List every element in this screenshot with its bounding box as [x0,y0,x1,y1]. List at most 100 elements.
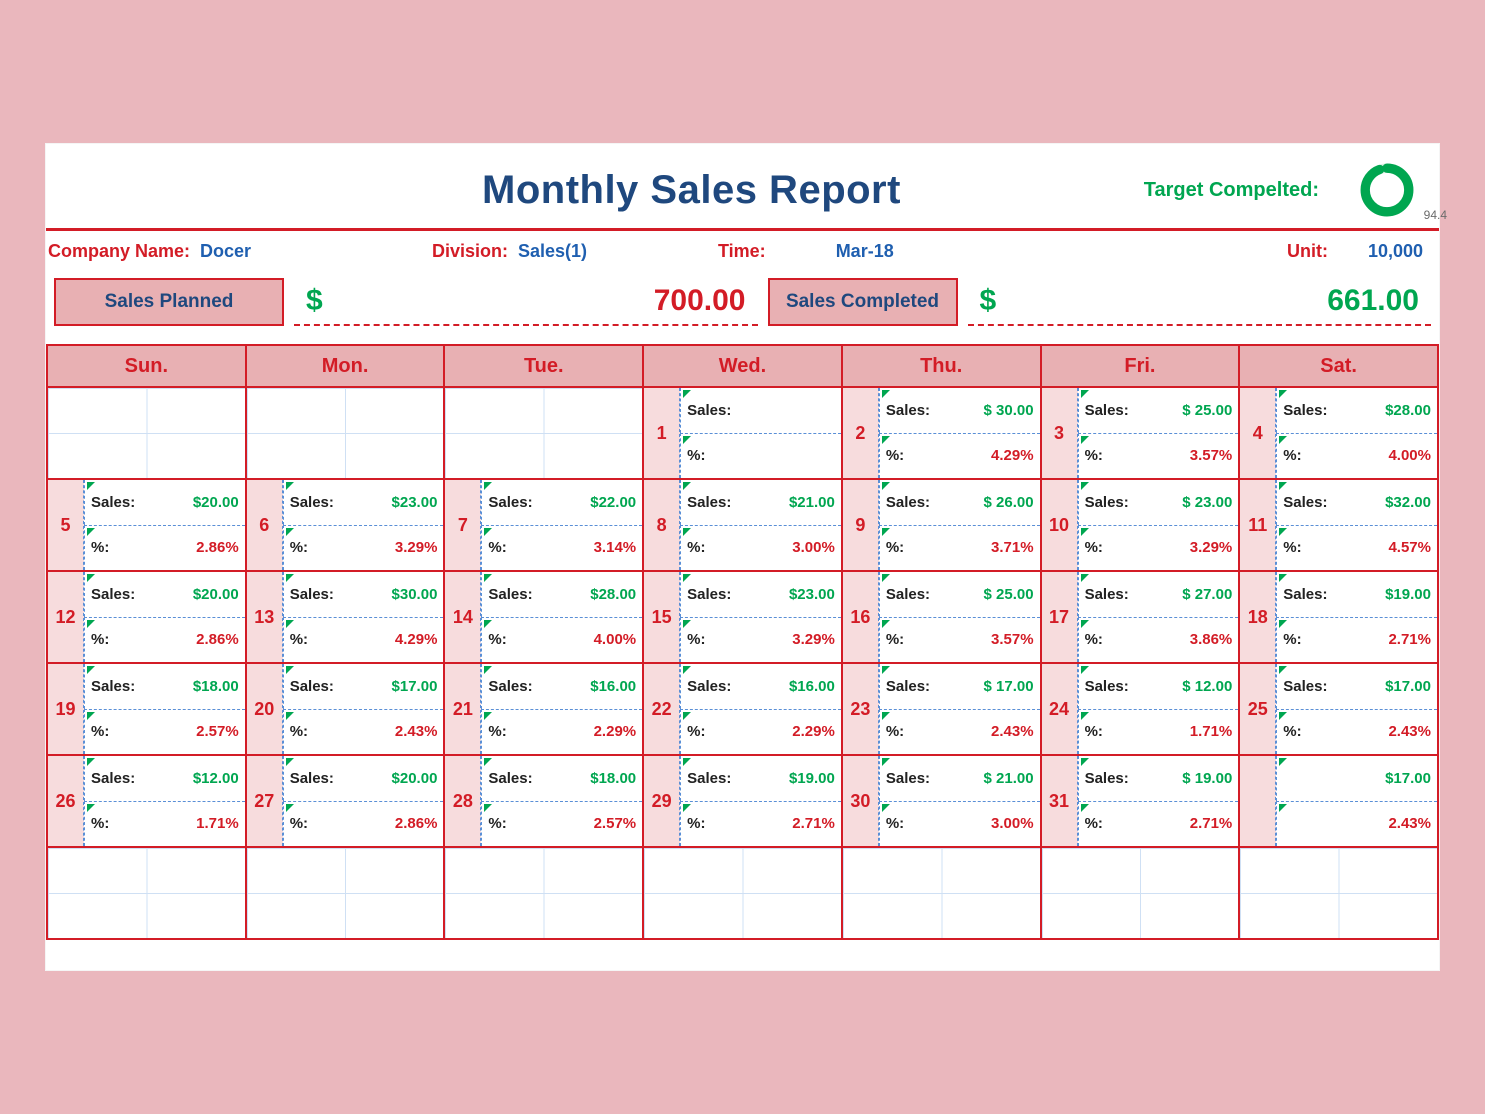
unit-label: Unit: [1287,241,1328,262]
pct-row: %:2.71% [1276,617,1437,663]
cell-content: Sales:$ 21.00%:3.00% [879,756,1040,846]
cell-content: Sales:$19.00%:2.71% [680,756,841,846]
calendar-cell: 25Sales:$17.00%:2.43% [1240,664,1439,756]
calendar-cell-empty [1240,848,1439,940]
meta-unit: Unit: 10,000 [1287,241,1423,262]
calendar-cell: 9Sales:$ 26.00%:3.71% [843,480,1042,572]
day-number: 2 [843,388,879,478]
sales-row: Sales:$23.00 [680,572,841,617]
sales-label: Sales: [91,586,135,603]
pct-row: %:4.29% [879,433,1040,479]
cell-content: Sales:$ 30.00%:4.29% [879,388,1040,478]
sales-row: Sales:$16.00 [680,664,841,709]
cell-content: Sales:$20.00%:2.86% [283,756,444,846]
pct-row: %:2.29% [481,709,642,755]
cell-content: Sales:$ 12.00%:1.71% [1078,664,1239,754]
day-number: 13 [247,572,283,662]
sales-value: $17.00 [1385,678,1431,695]
pct-label: %: [1085,539,1103,556]
pct-value: 2.29% [594,723,637,740]
pct-row: %:2.43% [1276,709,1437,755]
pct-label: %: [1085,723,1103,740]
sales-value: $20.00 [392,770,438,787]
day-number: 28 [445,756,481,846]
pct-row: 2.43% [1276,801,1437,847]
day-header: Sat. [1240,346,1439,388]
sales-label: Sales: [290,494,334,511]
pct-label: %: [687,815,705,832]
day-number [1240,756,1276,846]
cell-content: Sales:$ 26.00%:3.71% [879,480,1040,570]
sales-row: Sales:$28.00 [481,572,642,617]
sales-label: Sales: [1085,586,1129,603]
cell-content: Sales:$16.00%:2.29% [481,664,642,754]
calendar-cell: 26Sales:$12.00%:1.71% [48,756,247,848]
pct-label: %: [488,631,506,648]
pct-label: %: [488,539,506,556]
cell-content: Sales:$17.00%:2.43% [283,664,444,754]
cell-content: Sales:$ 17.00%:2.43% [879,664,1040,754]
day-header: Wed. [644,346,843,388]
pct-value: 4.29% [395,631,438,648]
division-label: Division: [432,241,508,262]
sales-label: Sales: [1283,678,1327,695]
calendar-cell: 21Sales:$16.00%:2.29% [445,664,644,756]
pct-label: %: [886,815,904,832]
sales-label: Sales: [290,770,334,787]
plan-row: Sales Planned $ 700.00 Sales Completed $… [46,266,1439,326]
sales-row: Sales: $20.00 [283,756,444,801]
pct-label: %: [687,723,705,740]
pct-value: 3.57% [991,631,1034,648]
calendar-cell: 1Sales:%: [644,388,843,480]
sales-row: Sales:$ 23.00 [1078,480,1239,525]
pct-row: %:3.86% [1078,617,1239,663]
pct-row: %:4.00% [1276,433,1437,479]
pct-row: %:3.00% [680,525,841,571]
cell-content: Sales:%: [680,388,841,478]
sales-value: $18.00 [590,770,636,787]
pct-label: %: [1085,815,1103,832]
day-number: 12 [48,572,84,662]
planned-value: 700.00 [654,284,746,318]
pct-value: 3.57% [1190,447,1233,464]
cell-content: Sales:$ 25.00%:3.57% [1078,388,1239,478]
pct-row: %:2.57% [481,801,642,847]
pct-row: %:4.57% [1276,525,1437,571]
calendar-cell: 13Sales:$30.00%:4.29% [247,572,446,664]
pct-value: 3.86% [1190,631,1233,648]
cell-content: Sales:$30.00%:4.29% [283,572,444,662]
sales-label: Sales: [488,586,532,603]
pct-row: %:2.71% [1078,801,1239,847]
pct-row: %:2.86% [84,617,245,663]
calendar-cell: 28Sales:$18.00%:2.57% [445,756,644,848]
sales-label: Sales: [886,494,930,511]
sales-label: Sales: [1085,402,1129,419]
day-number: 18 [1240,572,1276,662]
sales-value: $17.00 [1385,770,1431,787]
pct-row: %:4.29% [283,617,444,663]
day-number: 22 [644,664,680,754]
pct-row: %:4.00% [481,617,642,663]
calendar-cell: 15Sales:$23.00%:3.29% [644,572,843,664]
calendar-cell-empty [48,388,247,480]
pct-row: %:3.29% [680,617,841,663]
placeholder-grid [843,848,1040,938]
pct-label: %: [886,631,904,648]
calendar-cell: 7Sales:$22.00%:3.14% [445,480,644,572]
calendar-cell: 23Sales:$ 17.00%:2.43% [843,664,1042,756]
cell-content: Sales:$16.00%:2.29% [680,664,841,754]
sales-value: $ 26.00 [984,494,1034,511]
sales-value: $19.00 [789,770,835,787]
sales-value: $ 19.00 [1182,770,1232,787]
cell-content: Sales:$ 27.00%:3.86% [1078,572,1239,662]
pct-row: %:1.71% [1078,709,1239,755]
day-number: 15 [644,572,680,662]
pct-value: 2.57% [594,815,637,832]
day-number: 24 [1042,664,1078,754]
sales-row: Sales:$ 27.00 [1078,572,1239,617]
day-number: 9 [843,480,879,570]
sales-value: $19.00 [1385,586,1431,603]
sales-label: Sales: [290,678,334,695]
target-donut-icon: 94.4 [1359,162,1415,218]
time-value: Mar-18 [836,241,894,262]
